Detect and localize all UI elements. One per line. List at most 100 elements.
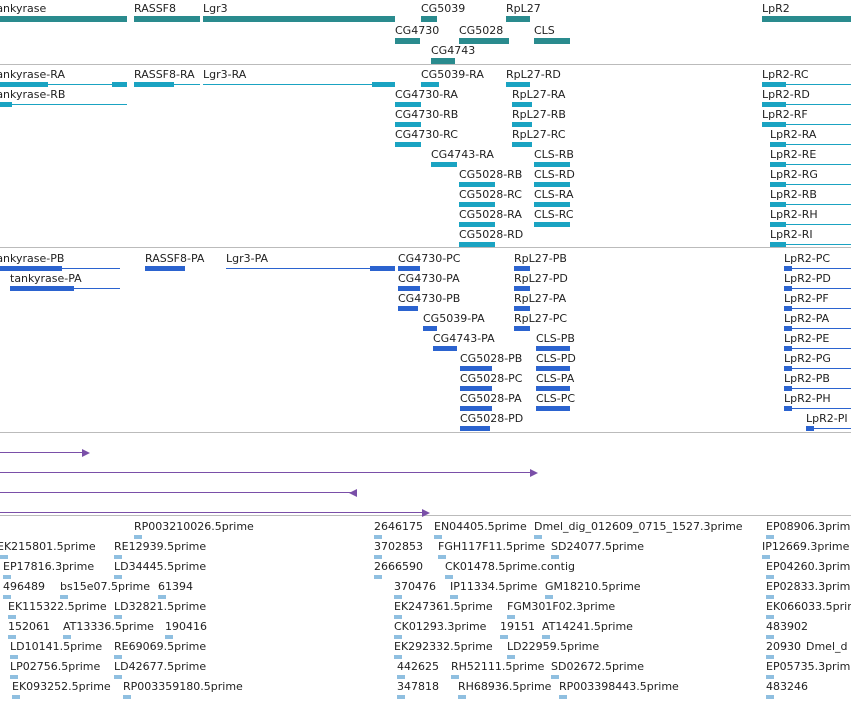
protein-exon[interactable]: [536, 386, 570, 391]
protein-exon[interactable]: [514, 266, 530, 271]
protein-exon[interactable]: [10, 286, 74, 291]
est-feature[interactable]: [10, 675, 18, 679]
transcript-exon[interactable]: [534, 162, 570, 167]
est-feature[interactable]: [374, 575, 382, 579]
est-feature[interactable]: [134, 535, 142, 539]
protein-exon[interactable]: [398, 306, 418, 311]
est-feature[interactable]: [394, 635, 402, 639]
est-feature[interactable]: [114, 675, 122, 679]
est-feature[interactable]: [766, 595, 774, 599]
transcript-exon[interactable]: [512, 142, 532, 147]
est-feature[interactable]: [3, 595, 11, 599]
transcript-exon[interactable]: [512, 102, 532, 107]
est-feature[interactable]: [10, 655, 18, 659]
est-feature[interactable]: [158, 595, 166, 599]
protein-exon[interactable]: [784, 326, 792, 331]
est-feature[interactable]: [434, 535, 442, 539]
est-feature[interactable]: [766, 615, 774, 619]
protein-exon[interactable]: [423, 326, 437, 331]
protein-exon[interactable]: [536, 346, 570, 351]
protein-exon[interactable]: [784, 386, 792, 391]
est-feature[interactable]: [114, 575, 122, 579]
protein-exon[interactable]: [398, 286, 420, 291]
transcript-exon[interactable]: [534, 202, 570, 207]
protein-exon[interactable]: [784, 266, 792, 271]
transcript-exon[interactable]: [770, 202, 786, 207]
est-feature[interactable]: [766, 675, 774, 679]
protein-exon[interactable]: [460, 426, 490, 431]
protein-exon[interactable]: [145, 266, 185, 271]
est-feature[interactable]: [450, 595, 458, 599]
protein-exon[interactable]: [0, 266, 62, 271]
protein-exon[interactable]: [398, 266, 420, 271]
alignment-line[interactable]: [0, 512, 422, 513]
gene-model-bar[interactable]: [421, 16, 437, 22]
transcript-exon[interactable]: [431, 162, 457, 167]
protein-exon[interactable]: [806, 426, 814, 431]
est-feature[interactable]: [762, 555, 770, 559]
protein-exon[interactable]: [514, 306, 530, 311]
protein-exon[interactable]: [460, 406, 492, 411]
gene-model-bar[interactable]: [534, 38, 570, 44]
est-feature[interactable]: [394, 615, 402, 619]
est-feature[interactable]: [374, 535, 382, 539]
est-feature[interactable]: [500, 635, 508, 639]
est-feature[interactable]: [114, 615, 122, 619]
protein-exon[interactable]: [370, 266, 395, 271]
est-feature[interactable]: [397, 675, 405, 679]
gene-model-bar[interactable]: [459, 38, 509, 44]
est-feature[interactable]: [63, 635, 71, 639]
est-feature[interactable]: [766, 575, 774, 579]
est-feature[interactable]: [507, 655, 515, 659]
protein-exon[interactable]: [784, 306, 792, 311]
transcript-exon[interactable]: [459, 202, 495, 207]
transcript-exon[interactable]: [112, 82, 127, 87]
est-feature[interactable]: [766, 535, 774, 539]
gene-model-bar[interactable]: [506, 16, 530, 22]
gene-model-bar[interactable]: [203, 16, 395, 22]
est-feature[interactable]: [394, 655, 402, 659]
transcript-exon[interactable]: [534, 182, 570, 187]
transcript-exon[interactable]: [770, 182, 786, 187]
protein-exon[interactable]: [514, 326, 530, 331]
est-feature[interactable]: [766, 695, 774, 699]
est-feature[interactable]: [12, 695, 20, 699]
est-feature[interactable]: [445, 575, 453, 579]
transcript-exon[interactable]: [421, 82, 439, 87]
transcript-exon[interactable]: [770, 162, 786, 167]
transcript-exon[interactable]: [459, 222, 495, 227]
transcript-exon[interactable]: [0, 82, 48, 87]
protein-exon[interactable]: [514, 286, 530, 291]
protein-exon[interactable]: [433, 346, 457, 351]
transcript-exon[interactable]: [762, 122, 786, 127]
protein-exon[interactable]: [460, 386, 492, 391]
protein-exon[interactable]: [784, 406, 792, 411]
transcript-exon[interactable]: [372, 82, 395, 87]
transcript-exon[interactable]: [762, 82, 786, 87]
transcript-exon[interactable]: [512, 122, 532, 127]
transcript-exon[interactable]: [762, 102, 786, 107]
est-feature[interactable]: [8, 635, 16, 639]
est-feature[interactable]: [60, 595, 68, 599]
protein-exon[interactable]: [784, 286, 792, 291]
transcript-exon[interactable]: [459, 242, 495, 247]
protein-exon[interactable]: [784, 346, 792, 351]
transcript-exon[interactable]: [395, 122, 421, 127]
est-feature[interactable]: [507, 615, 515, 619]
transcript-exon[interactable]: [395, 102, 421, 107]
est-feature[interactable]: [766, 635, 774, 639]
gene-model-bar[interactable]: [395, 38, 420, 44]
est-feature[interactable]: [542, 635, 550, 639]
est-feature[interactable]: [114, 555, 122, 559]
transcript-exon[interactable]: [770, 242, 786, 247]
est-feature[interactable]: [397, 695, 405, 699]
est-feature[interactable]: [438, 555, 446, 559]
est-feature[interactable]: [3, 575, 11, 579]
est-feature[interactable]: [123, 695, 131, 699]
transcript-exon[interactable]: [770, 222, 786, 227]
gene-model-bar[interactable]: [134, 16, 200, 22]
gene-model-bar[interactable]: [762, 16, 851, 22]
est-feature[interactable]: [394, 595, 402, 599]
transcript-exon[interactable]: [0, 102, 12, 107]
est-feature[interactable]: [766, 655, 774, 659]
